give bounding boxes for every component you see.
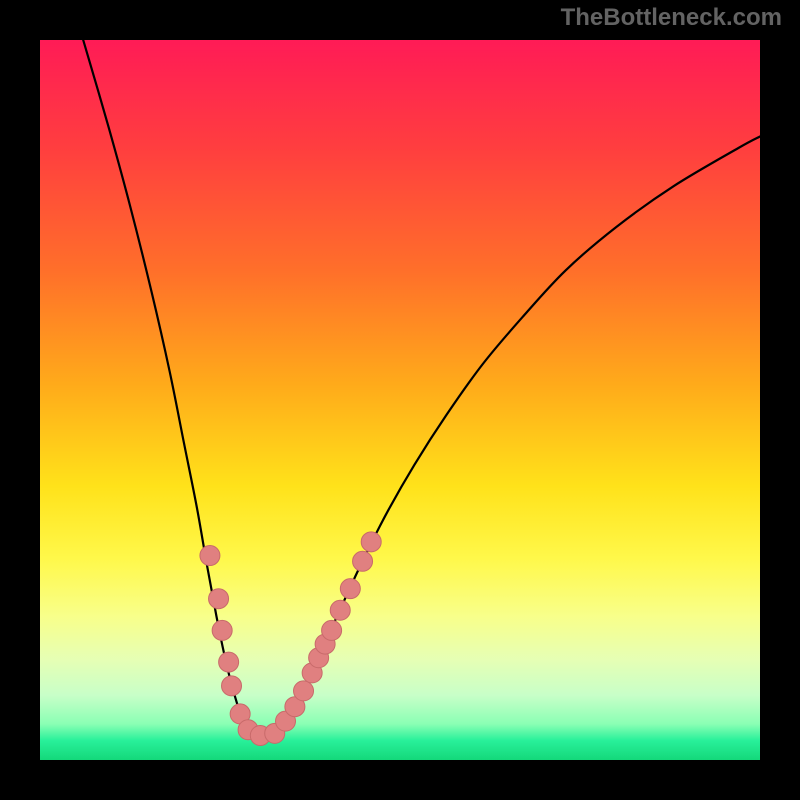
gradient-background xyxy=(40,40,760,760)
plot-svg xyxy=(40,40,760,760)
marker-dot xyxy=(200,546,220,566)
marker-dot xyxy=(322,620,342,640)
marker-dot xyxy=(294,681,314,701)
marker-dot xyxy=(209,589,229,609)
marker-dot xyxy=(222,676,242,696)
chart-root: TheBottleneck.com xyxy=(0,0,800,800)
marker-dot xyxy=(340,579,360,599)
marker-dot xyxy=(330,600,350,620)
marker-dot xyxy=(219,652,239,672)
marker-dot xyxy=(353,551,373,571)
marker-dot xyxy=(212,620,232,640)
watermark-text: TheBottleneck.com xyxy=(561,4,782,32)
plot-area xyxy=(40,40,760,760)
marker-dot xyxy=(361,532,381,552)
